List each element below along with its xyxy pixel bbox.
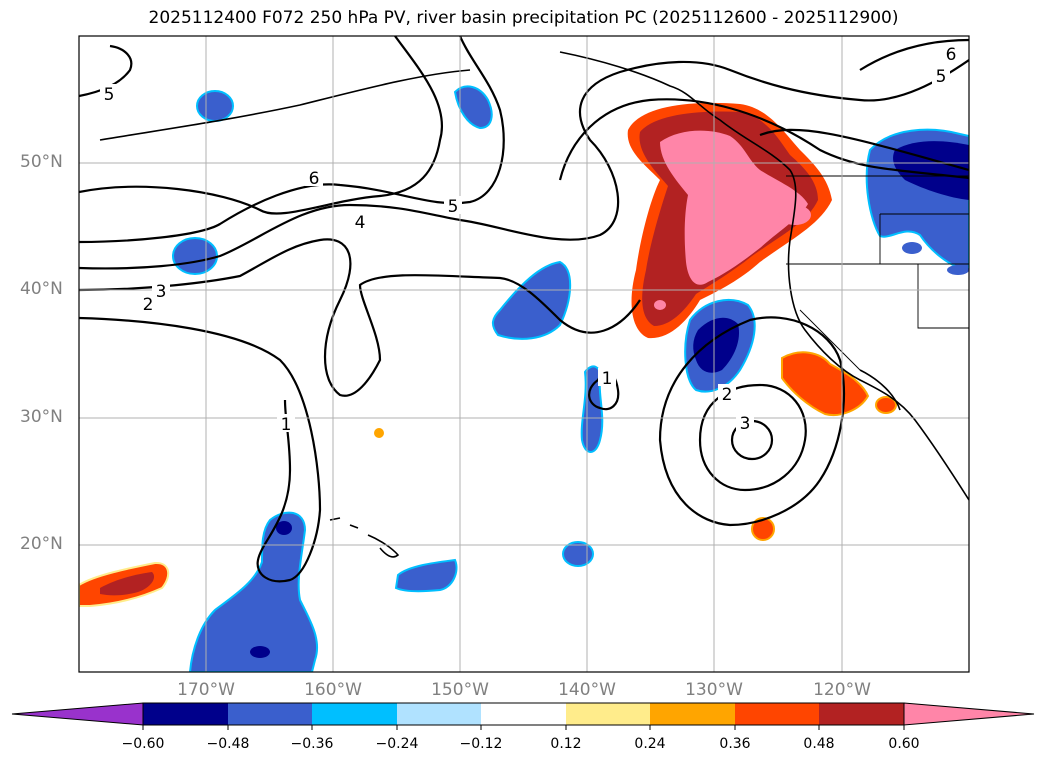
colorbar-tick-label: 0.24 [634, 736, 666, 752]
contour-label: 5 [448, 197, 459, 217]
colorbar-tick-label: 0.48 [803, 736, 835, 752]
colorbar-segment [650, 703, 735, 725]
colorbar-segment [228, 703, 312, 725]
contour-label: 6 [309, 169, 320, 189]
colorbar-segment [481, 703, 566, 725]
colorbar-frame [142, 702, 905, 726]
colorbar-tick-label: 0.60 [888, 736, 920, 752]
colorbar-tick-label: −0.24 [375, 736, 419, 752]
lat-label: 20°N [20, 534, 63, 554]
contour-label: 4 [355, 213, 366, 233]
contour-label: 5 [936, 67, 947, 87]
lon-label: 170°W [177, 680, 235, 700]
contour-label: 1 [281, 415, 292, 435]
contour-label: 6 [946, 45, 957, 65]
colorbar-tick-label: −0.48 [206, 736, 250, 752]
colorbar-segment [312, 703, 397, 725]
colorbar-tick-label: −0.36 [290, 736, 334, 752]
contour-label: 1 [602, 369, 613, 389]
lon-label: 120°W [813, 680, 871, 700]
contour-label: 2 [722, 385, 733, 405]
lat-label: 30°N [20, 407, 63, 427]
contour-label: 3 [740, 414, 751, 434]
colorbar-segment [735, 703, 819, 725]
colorbar-segment [819, 703, 904, 725]
map-frame [78, 35, 970, 673]
colorbar-segment [566, 703, 650, 725]
contour-label: 2 [143, 295, 154, 315]
gridlines [79, 36, 969, 672]
lon-label: 130°W [685, 680, 743, 700]
colorbar-tick-label: −0.12 [459, 736, 503, 752]
contour-label: 5 [104, 85, 115, 105]
borders [786, 175, 969, 371]
colorbar-tick-label: 0.36 [719, 736, 751, 752]
map-background [79, 36, 969, 672]
map-title: 2025112400 F072 250 hPa PV, river basin … [148, 8, 899, 28]
lon-label: 150°W [431, 680, 489, 700]
colorbar-segment [397, 703, 481, 725]
colorbar-tick-label: −0.60 [121, 736, 165, 752]
colorbar [11, 702, 1035, 730]
contour-label: 3 [156, 282, 167, 302]
colorbar-tick-label: 0.12 [550, 736, 582, 752]
coastlines [99, 51, 969, 558]
lon-label: 140°W [558, 680, 616, 700]
lat-label: 40°N [20, 279, 63, 299]
lon-label: 160°W [304, 680, 362, 700]
colorbar-extend-high [903, 702, 1035, 726]
colorbar-extend-low [11, 702, 144, 726]
pv-contours [79, 36, 969, 583]
lat-label: 50°N [20, 152, 63, 172]
contour-label-group: 5 6 5 4 3 2 1 1 2 3 5 6 [100, 44, 960, 435]
colorbar-segment [143, 703, 228, 725]
